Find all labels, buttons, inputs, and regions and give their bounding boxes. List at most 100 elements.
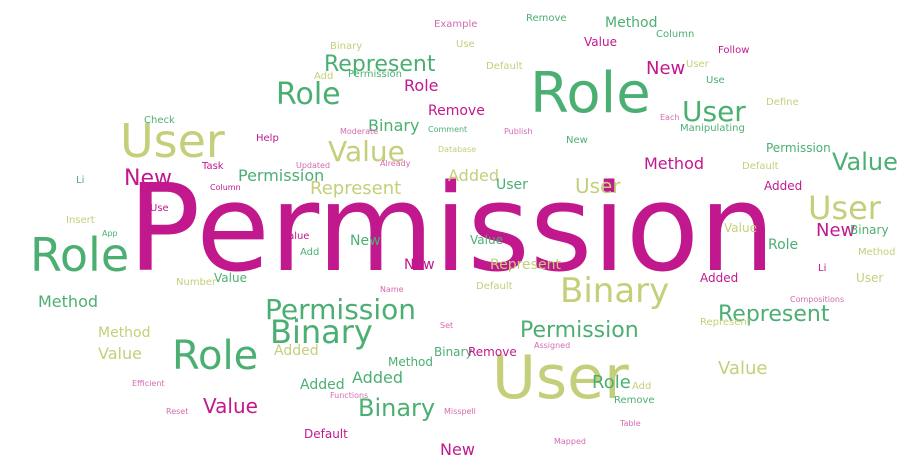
word-li-right: Li [818,263,827,274]
word-method-lower: Method [98,325,151,341]
word-efficient: Efficient [132,379,165,388]
word-remove-bottom: Remove [468,345,517,359]
word-added-bottom: Added [352,368,403,387]
word-value-small2: Value [282,231,310,242]
word-new-upper: New [646,58,686,79]
word-column: Column [656,29,695,40]
word-table: Table [620,419,641,428]
word-method-upper: Method [605,15,658,31]
word-value-bottomleft: Value [214,271,247,285]
word-manipulating: Manipulating [680,123,745,134]
word-default-top: Default [486,61,523,72]
word-remove-mid: Remove [428,103,485,119]
word-add-mid: Add [300,247,320,258]
word-column-small: Column [210,183,241,192]
word-task: Task [202,161,224,172]
word-binary-mid: Binary [270,313,373,351]
word-new-bottom: New [440,440,475,459]
word-new-left-small: New [404,257,435,273]
word-set: Set [440,321,454,330]
word-add-top: Add [314,71,334,82]
word-li-left: Li [76,175,85,186]
word-comment: Comment [428,125,468,134]
word-method-right: Method [858,247,896,258]
word-user-small: User [496,177,528,193]
word-value-top-small: Value [470,233,503,247]
word-publish: Publish [504,127,533,136]
word-represent-top: Represent [324,52,436,77]
word-functions: Functions [330,391,369,400]
word-value-small: Value [724,221,757,235]
word-permission-lower: Permission [520,318,639,343]
word-default-mid: Default [476,281,513,292]
word-added-mid-small: Added [700,271,739,285]
word-value-leftbottom: Value [98,344,142,363]
word-remove-top: Remove [526,13,567,24]
word-user-top-small: User [686,59,709,70]
word-binary-right: Binary [560,271,670,311]
word-role-right: Role [768,237,799,253]
word-binary-top: Binary [330,41,363,52]
word-new-mid: New [350,233,381,249]
word-value-left: Value [328,135,405,168]
word-added-lowerleft: Added [300,377,345,393]
word-user-upper: User [682,95,746,128]
word-mapped: Mapped [554,437,586,446]
word-app: App [102,229,118,238]
word-added-mid: Added [448,166,499,185]
word-value-right: Value [832,148,898,176]
word-use-mid: Use [150,203,169,214]
word-role-mid: Role [404,76,439,95]
word-help: Help [256,133,279,144]
word-number: Number [176,277,217,288]
word-reset: Reset [166,407,189,416]
word-role-top: Role [530,61,651,126]
word-compositions: Compositions [790,295,845,304]
word-new-top-small: New [566,135,588,146]
word-user-mid: User [575,174,621,198]
word-example-top: Example [434,19,478,30]
word-role-lowerleft: Role [172,333,259,379]
word-misspell: Misspell [444,407,476,416]
word-permission-main: Permission [128,160,776,299]
word-added-left: Added [274,343,319,359]
word-new-right: New [816,220,856,241]
word-name: Name [380,285,404,294]
word-binary-small: Binary [850,223,889,237]
word-use-right: Use [706,75,725,86]
word-user-right: User [808,189,881,227]
word-role-small: Role [592,372,631,393]
word-new-left: New [124,166,172,191]
word-value-bottom: Value [203,394,258,418]
word-method-left: Method [38,292,99,311]
word-updated: Updated [296,161,331,170]
word-binary-lower: Binary [434,345,473,359]
word-remove-small: Remove [614,395,655,406]
word-default-right: Default [742,161,779,172]
word-value-lowerright: Value [718,358,768,379]
word-database: Database [438,145,477,154]
word-permission-small: Permission [238,166,325,185]
word-default-bottom: Default [304,427,348,441]
word-user-rightlower: User [856,271,884,285]
word-method-small: Method [388,355,434,369]
word-binary-bottom: Binary [358,394,436,422]
word-add-bottom: Add [632,381,652,392]
word-added-right: Added [764,179,803,193]
word-role-upper: Role [276,77,341,112]
word-represent-right-small: Represent [700,317,751,328]
word-already: Already [380,159,411,168]
word-moderate: Moderate [340,127,379,136]
word-each: Each [660,113,680,122]
word-represent-mid: Represent [310,178,402,199]
word-permission-mid: Permission [265,293,417,326]
word-permission-top: Permission [348,69,402,80]
word-user-upperleft: User [120,114,225,168]
word-binary-upper: Binary [368,116,420,135]
word-value-top: Value [584,35,617,49]
word-define: Define [766,97,799,108]
word-role-left: Role [30,228,130,282]
word-user-lower: User [492,343,629,413]
word-insert: Insert [66,215,95,226]
